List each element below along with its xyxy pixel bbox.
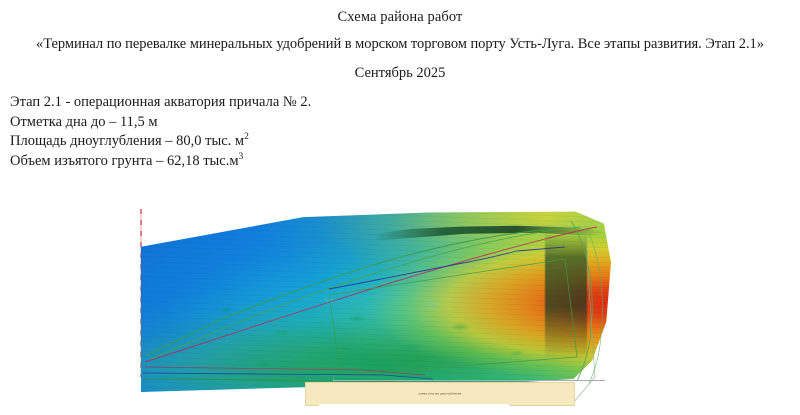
spec-volume-text: Объем изъятого грунта – 62,18 тыс.м [10, 152, 239, 169]
seabed-depth-raster [141, 211, 611, 392]
boundary-tail-line [572, 226, 596, 404]
spec-area-text: Площадь дноуглубления – 80,0 тыс. м [10, 133, 245, 149]
spec-stage: Этап 2.1 - операционная акватория причал… [10, 94, 312, 110]
spec-depth: Отметка дна до – 11,5 м [10, 113, 158, 130]
specifications-block: Этап 2.1 - операционная акватория причал… [10, 93, 480, 171]
channel-line-magenta-lower [144, 366, 426, 376]
alignment-line-blue [328, 246, 566, 290]
figure-legend-box: схема участка дноуглубления [305, 382, 575, 406]
alignment-line-magenta [144, 226, 598, 363]
legend-mask-area [319, 404, 509, 415]
legend-caption-text: схема участка дноуглубления [418, 392, 462, 396]
figure-baseline-rule [333, 380, 605, 381]
document-date: Сентябрь 2025 [354, 65, 446, 81]
bathymetry-canvas: схема участка дноуглубления [133, 207, 611, 415]
spec-volume: Объем изъятого грунта – 62,18 тыс.м3 [10, 152, 480, 172]
project-subtitle: «Терминал по перевалке минеральных удобр… [36, 36, 764, 52]
contour-line-green-main [146, 228, 554, 356]
swath-texture [141, 211, 611, 392]
spec-area: Площадь дноуглубления – 80,0 тыс. м2 [10, 132, 480, 152]
spec-area-exponent: 2 [244, 132, 249, 143]
spec-volume-exponent: 3 [238, 151, 244, 162]
dredge-scarp-edge-right [545, 232, 588, 367]
contour-line-green-secondary [150, 226, 582, 360]
bathymetry-figure: схема участка дноуглубления [133, 207, 611, 415]
channel-line-blue-lower [142, 372, 434, 380]
dredge-boundary-rectangle [328, 258, 578, 376]
page-title: Схема района работ [337, 9, 463, 25]
